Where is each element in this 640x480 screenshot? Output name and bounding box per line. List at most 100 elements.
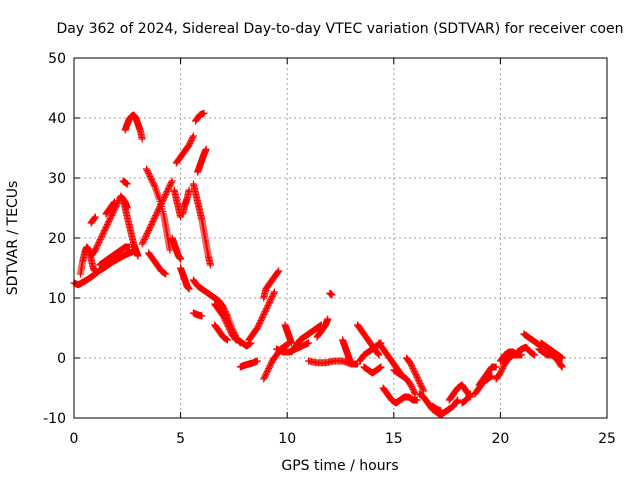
data-point (287, 339, 295, 347)
series-s8 (119, 177, 131, 188)
data-point (266, 297, 274, 305)
data-point (224, 323, 232, 330)
data-point (224, 321, 232, 329)
data-point (418, 383, 426, 390)
series-s4 (87, 213, 99, 227)
data-point (263, 305, 271, 312)
data-point (96, 236, 104, 243)
data-point (144, 168, 152, 176)
data-point (140, 237, 148, 245)
data-point (263, 369, 271, 377)
data-point (411, 369, 419, 377)
data-point (100, 228, 108, 236)
data-point (147, 221, 155, 228)
data-point (488, 372, 496, 380)
data-point (264, 302, 272, 309)
data-point (165, 185, 173, 192)
series-s26 (236, 357, 261, 371)
series-s22 (194, 145, 210, 176)
data-point (141, 234, 149, 242)
data-point (139, 239, 147, 246)
series-s41 (379, 384, 421, 407)
series-s34 (326, 289, 336, 299)
data-point (420, 387, 428, 395)
data-point (265, 363, 273, 371)
data-point (226, 326, 234, 333)
data-point (162, 270, 170, 278)
data-point (106, 215, 114, 222)
data-point (185, 285, 193, 293)
data-point (162, 189, 170, 197)
series-s45 (428, 402, 445, 415)
data-point (167, 179, 175, 186)
data-point (153, 209, 161, 216)
series-s37 (354, 321, 383, 359)
data-point (105, 218, 113, 225)
data-point (375, 351, 383, 359)
x-tick-label: 10 (278, 431, 296, 447)
data-point (145, 227, 153, 234)
data-point (102, 224, 110, 231)
y-tick-label: 40 (48, 111, 66, 127)
data-point (95, 239, 103, 246)
data-point (150, 215, 158, 222)
data-point (419, 386, 427, 393)
data-point (265, 365, 273, 372)
data-point (106, 216, 114, 224)
series-s12 (145, 249, 170, 278)
series-s23 (211, 300, 240, 344)
data-point (138, 240, 146, 248)
series-s43 (403, 354, 428, 395)
series-s2 (76, 243, 99, 278)
series-s20 (189, 309, 206, 320)
x-tick-labels: 0 5 10 15 20 25 (70, 431, 616, 447)
data-point (408, 362, 416, 369)
data-point (148, 177, 156, 185)
data-point (150, 180, 158, 188)
data-point (255, 320, 263, 327)
data-point (147, 222, 155, 230)
data-point (140, 236, 148, 243)
data-point (163, 188, 171, 195)
data-point (200, 109, 208, 117)
data-point (108, 210, 116, 218)
series-s6 (102, 198, 119, 218)
data-point (416, 380, 424, 387)
series-s10 (138, 177, 176, 248)
data-point (374, 350, 382, 358)
data-point (254, 323, 262, 330)
data-point (147, 176, 155, 183)
data-point (221, 315, 229, 323)
data-point (265, 299, 273, 306)
data-point (258, 314, 266, 321)
data-point (407, 381, 415, 389)
data-point (407, 360, 415, 368)
data-point (409, 386, 417, 393)
data-point (531, 351, 539, 359)
data-point (270, 290, 278, 297)
series-s27 (245, 288, 278, 344)
data-point (189, 134, 197, 141)
data-point (265, 300, 273, 308)
data-point (202, 145, 210, 153)
data-point (263, 303, 271, 311)
data-point (187, 137, 195, 144)
data-point (150, 182, 158, 189)
data-point (185, 141, 193, 149)
data-point (492, 363, 500, 371)
data-point (96, 237, 104, 245)
data-point (377, 363, 385, 371)
y-tick-label: -10 (43, 411, 66, 427)
data-point (222, 318, 230, 326)
series-s28 (260, 267, 283, 302)
data-point (454, 396, 462, 404)
data-point (415, 378, 423, 386)
data-point (107, 213, 115, 221)
data-point (189, 132, 197, 140)
data-point (162, 191, 170, 198)
data-point (138, 135, 146, 143)
data-point (255, 321, 263, 329)
y-tick-labels: -10 0 10 20 30 40 50 (43, 51, 66, 427)
data-point (410, 366, 418, 374)
